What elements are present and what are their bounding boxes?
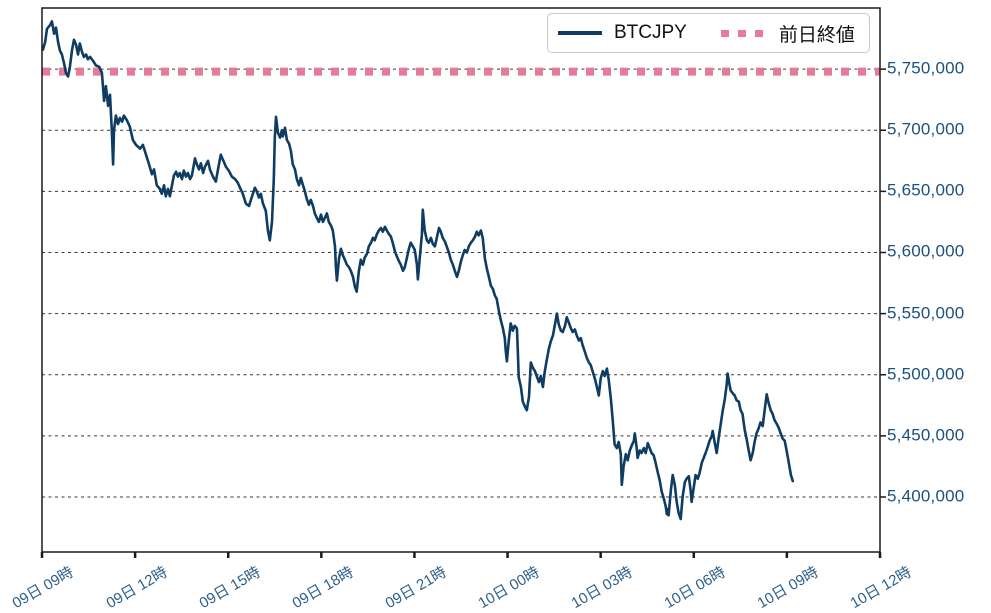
y-axis-label: 5,750,000	[887, 58, 965, 78]
y-axis-label: 5,700,000	[887, 119, 965, 139]
btcjpy-line-swatch	[558, 31, 602, 35]
y-axis-label: 5,400,000	[887, 486, 965, 506]
y-axis-label: 5,500,000	[887, 364, 965, 384]
x-ticks	[40, 552, 882, 558]
y-axis-label: 5,450,000	[887, 425, 965, 445]
legend-label-btcjpy: BTCJPY	[614, 22, 687, 43]
plot-border	[41, 7, 881, 553]
y-axis-label: 5,550,000	[887, 303, 965, 323]
legend-item-previous-close: 前日終値	[720, 20, 855, 47]
btcjpy-price-line	[41, 20, 795, 521]
legend-item-btcjpy: BTCJPY	[558, 22, 687, 44]
y-axis-label: 5,600,000	[887, 242, 965, 262]
y-axis-label: 5,650,000	[887, 180, 965, 200]
previous-close-dash-swatch	[720, 29, 767, 37]
legend-label-previous-close: 前日終値	[778, 24, 855, 46]
legend: BTCJPY 前日終値	[547, 13, 870, 53]
y-gridlines	[42, 68, 880, 498]
y-ticks	[880, 68, 886, 498]
